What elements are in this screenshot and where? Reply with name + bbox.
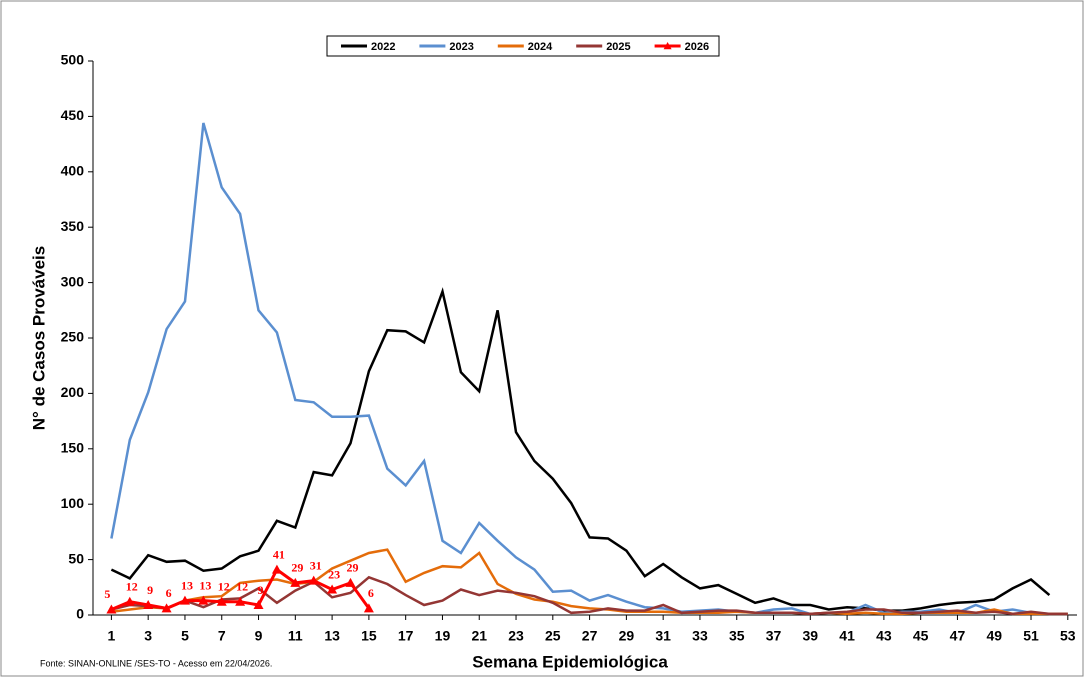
x-tick-label: 37 xyxy=(766,628,782,644)
x-tick-label: 45 xyxy=(913,628,929,644)
data-label: 9 xyxy=(147,583,153,597)
x-tick-label: 19 xyxy=(435,628,451,644)
series-line xyxy=(111,575,1068,616)
x-tick-label: 11 xyxy=(288,628,303,644)
marker xyxy=(363,603,374,613)
y-tick-label: 50 xyxy=(68,550,84,566)
legend-label: 2025 xyxy=(606,41,630,53)
x-tick-label: 43 xyxy=(876,628,892,644)
y-tick-label: 200 xyxy=(61,384,85,400)
marker xyxy=(143,600,154,610)
x-tick-label: 1 xyxy=(107,628,115,644)
data-label: 12 xyxy=(236,579,248,593)
data-label: 23 xyxy=(328,567,340,581)
y-axis-title: N° de Casos Prováveis xyxy=(29,246,48,430)
y-tick-label: 350 xyxy=(61,218,85,234)
x-tick-label: 23 xyxy=(508,628,524,644)
data-label: 12 xyxy=(126,579,138,593)
x-tick-label: 51 xyxy=(1023,628,1039,644)
x-tick-label: 15 xyxy=(361,628,377,644)
legend-label: 2022 xyxy=(371,41,395,53)
x-tick-label: 3 xyxy=(144,628,152,644)
marker xyxy=(345,577,356,587)
x-tick-label: 25 xyxy=(545,628,561,644)
x-tick-label: 27 xyxy=(582,628,598,644)
x-tick-label: 29 xyxy=(619,628,635,644)
data-label: 13 xyxy=(181,578,193,592)
data-label: 29 xyxy=(346,561,358,575)
y-tick-label: 150 xyxy=(61,440,85,456)
x-tick-label: 39 xyxy=(803,628,819,644)
data-label: 13 xyxy=(199,578,211,592)
x-axis-title: Semana Epidemiológica xyxy=(472,652,668,671)
x-tick-label: 5 xyxy=(181,628,189,644)
y-tick-label: 500 xyxy=(61,52,85,68)
x-tick-label: 21 xyxy=(471,628,487,644)
data-label: 5 xyxy=(104,587,110,601)
x-tick-label: 47 xyxy=(950,628,966,644)
marker xyxy=(235,596,246,606)
legend-label: 2023 xyxy=(449,41,473,53)
data-label: 31 xyxy=(310,558,322,572)
y-tick-label: 400 xyxy=(61,163,85,179)
x-tick-label: 17 xyxy=(398,628,414,644)
data-label: 12 xyxy=(218,579,230,593)
marker xyxy=(271,564,282,574)
marker xyxy=(106,604,117,614)
x-tick-label: 7 xyxy=(218,628,226,644)
data-label: 6 xyxy=(368,586,374,600)
y-tick-label: 0 xyxy=(76,606,84,622)
x-tick-label: 31 xyxy=(655,628,671,644)
x-tick-label: 53 xyxy=(1060,628,1076,644)
data-label: 9 xyxy=(258,583,264,597)
marker xyxy=(253,600,264,610)
data-label: 41 xyxy=(273,547,285,561)
marker xyxy=(216,596,227,606)
y-tick-label: 250 xyxy=(61,329,85,345)
x-tick-label: 9 xyxy=(255,628,263,644)
y-tick-label: 100 xyxy=(61,495,85,511)
marker xyxy=(198,595,209,605)
marker xyxy=(161,603,172,613)
x-tick-label: 49 xyxy=(986,628,1002,644)
x-tick-label: 33 xyxy=(692,628,708,644)
y-tick-label: 450 xyxy=(61,107,85,123)
y-tick-label: 300 xyxy=(61,273,85,289)
data-label: 29 xyxy=(291,561,303,575)
marker xyxy=(308,575,319,585)
legend-label: 2026 xyxy=(685,41,709,53)
data-label: 6 xyxy=(166,586,172,600)
marker xyxy=(290,577,301,587)
source-note: Fonte: SINAN-ONLINE /SES-TO - Acesso em … xyxy=(40,658,272,668)
marker xyxy=(327,584,338,594)
legend-label: 2024 xyxy=(528,41,553,53)
x-tick-label: 41 xyxy=(839,628,855,644)
x-tick-label: 35 xyxy=(729,628,745,644)
marker xyxy=(124,596,135,606)
x-tick-label: 13 xyxy=(324,628,340,644)
legend-marker xyxy=(663,42,672,50)
marker xyxy=(179,595,190,605)
